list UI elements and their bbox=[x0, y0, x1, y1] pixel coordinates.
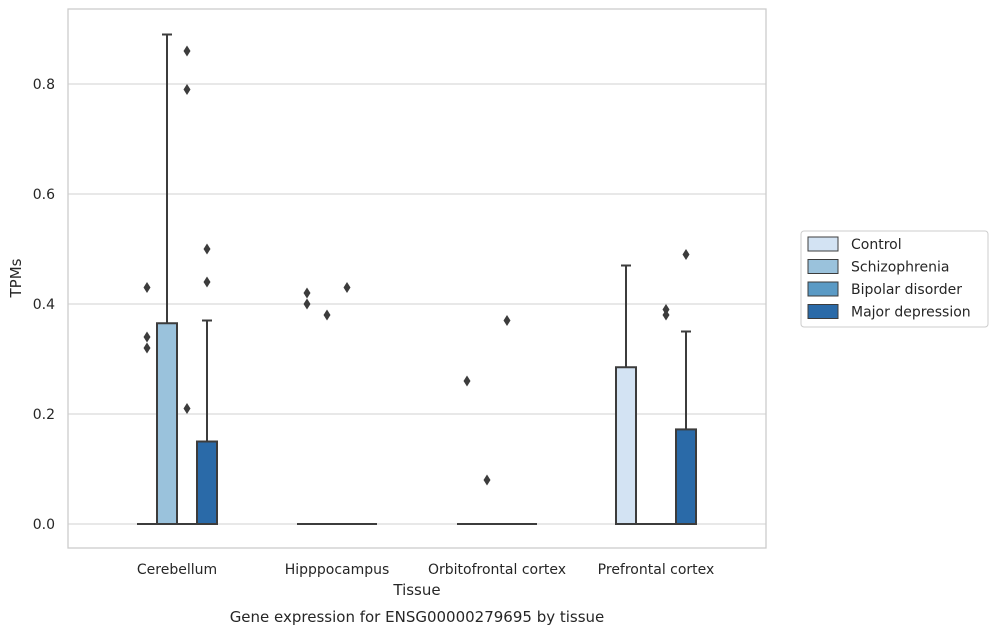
figure-caption: Gene expression for ENSG00000279695 by t… bbox=[230, 608, 605, 626]
y-axis-label: TPMs bbox=[7, 258, 25, 298]
x-axis-label: Tissue bbox=[392, 581, 440, 599]
box-major-depression bbox=[675, 249, 697, 525]
x-tick-label: Orbitofrontal cortex bbox=[428, 562, 566, 578]
y-tick-label: 0.6 bbox=[33, 187, 55, 203]
box-control bbox=[457, 375, 477, 525]
box-major-depression bbox=[196, 243, 218, 525]
outlier-point bbox=[303, 298, 311, 310]
box-bipolar-disorder bbox=[177, 45, 197, 525]
legend-label: Schizophrenia bbox=[851, 260, 949, 276]
outlier-point bbox=[183, 84, 191, 95]
plot-frame bbox=[67, 8, 767, 549]
outlier-point bbox=[203, 276, 211, 288]
outlier-point bbox=[203, 243, 211, 255]
y-tick-label: 0.0 bbox=[33, 517, 55, 533]
outlier-point bbox=[143, 342, 151, 354]
legend-frame bbox=[800, 230, 989, 328]
y-tick-labels: 0.0 0.2 0.4 0.6 0.8 bbox=[33, 77, 55, 533]
outlier-point bbox=[183, 45, 191, 57]
box-schizophrenia bbox=[477, 474, 497, 525]
box-schizophrenia bbox=[317, 309, 337, 525]
outlier-point bbox=[143, 331, 151, 343]
y-tick-label: 0.2 bbox=[33, 407, 55, 423]
box-control bbox=[137, 282, 157, 525]
outlier-point bbox=[183, 403, 191, 414]
legend-label: Major depression bbox=[851, 305, 971, 321]
box-body bbox=[615, 366, 637, 525]
outlier-point bbox=[323, 309, 331, 321]
box-control bbox=[615, 264, 637, 525]
outlier-point bbox=[662, 309, 670, 321]
boxes bbox=[137, 33, 697, 525]
box-bipolar-disorder bbox=[656, 304, 676, 525]
legend-swatch bbox=[807, 304, 839, 319]
outlier-point bbox=[303, 287, 311, 299]
legend-swatch bbox=[807, 281, 839, 297]
legend-swatch bbox=[807, 236, 839, 252]
plot-background bbox=[68, 9, 766, 548]
legend: Control Schizophrenia Bipolar disorder Majo… bbox=[800, 230, 989, 328]
outlier-point bbox=[343, 282, 351, 293]
box-bipolar-disorder bbox=[497, 315, 517, 525]
y-tick-label: 0.8 bbox=[33, 77, 55, 93]
x-tick-label: Hipppocampus bbox=[285, 562, 390, 578]
outlier-point bbox=[682, 249, 690, 260]
outlier-point bbox=[503, 315, 511, 326]
box-schizophrenia bbox=[156, 33, 178, 525]
box-body bbox=[156, 322, 178, 525]
box-body bbox=[675, 428, 697, 525]
outlier-point bbox=[143, 282, 151, 293]
box-bipolar-disorder bbox=[337, 282, 357, 525]
legend-label: Control bbox=[851, 237, 902, 253]
box-control bbox=[297, 287, 317, 525]
x-tick-label: Prefrontal cortex bbox=[598, 562, 715, 578]
legend-label: Bipolar disorder bbox=[851, 282, 962, 298]
legend-swatch bbox=[807, 259, 839, 274]
x-tick-labels: Cerebellum Hipppocampus Orbitofrontal cort… bbox=[137, 562, 714, 578]
x-tick-label: Cerebellum bbox=[137, 562, 217, 578]
y-tick-label: 0.4 bbox=[33, 297, 55, 313]
outlier-point bbox=[483, 474, 491, 486]
outlier-point bbox=[463, 375, 471, 387]
box-body bbox=[196, 440, 218, 525]
